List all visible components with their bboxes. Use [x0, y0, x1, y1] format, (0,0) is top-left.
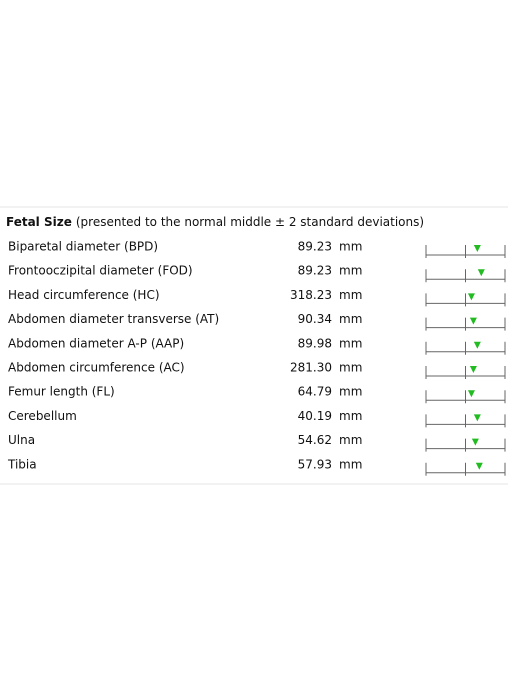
row-value: 89.23 — [298, 240, 332, 254]
row-name: Abdomen diameter transverse (AT) — [8, 312, 219, 326]
row-value: 89.23 — [298, 264, 332, 278]
title: Fetal Size — [6, 215, 72, 229]
row-value: 57.93 — [298, 457, 332, 471]
row-name: Abdomen circumference (AC) — [8, 361, 185, 375]
title-line: Fetal Size (presented to the normal middl… — [6, 215, 424, 229]
row-name: Abdomen diameter A-P (AAP) — [8, 336, 184, 350]
gauge-marker — [473, 414, 481, 422]
row-name: Cerebellum — [8, 409, 77, 423]
row-value: 64.79 — [298, 385, 332, 399]
row-value: 54.62 — [298, 433, 332, 447]
row-unit: mm — [339, 409, 362, 423]
row-name: Tibia — [7, 457, 37, 471]
row-value: 281.30 — [290, 361, 332, 375]
gauge-marker — [467, 390, 475, 398]
gauge-marker — [473, 341, 481, 349]
gauge-marker — [469, 366, 477, 373]
subtitle: (presented to the normal middle ± 2 stan… — [76, 215, 424, 229]
row-unit: mm — [339, 336, 362, 350]
row-unit: mm — [339, 457, 362, 471]
gauge-marker — [475, 462, 483, 470]
row-name: Femur length (FL) — [8, 385, 115, 399]
row-unit: mm — [339, 240, 362, 254]
gauge-marker — [469, 317, 477, 325]
row-unit: mm — [339, 288, 362, 302]
gauge-marker — [467, 293, 475, 301]
row-name: Ulna — [8, 433, 35, 447]
row-value: 40.19 — [298, 409, 332, 423]
row-name: Biparetal diameter (BPD) — [8, 240, 158, 254]
row-unit: mm — [339, 312, 362, 326]
row-value: 90.34 — [298, 312, 332, 326]
gauge-marker — [477, 269, 485, 277]
row-unit: mm — [339, 361, 362, 375]
row-unit: mm — [339, 385, 362, 399]
row-value: 318.23 — [290, 288, 332, 302]
row-name: Head circumference (HC) — [8, 288, 160, 302]
gauge-marker — [471, 438, 479, 446]
row-name: Frontooczipital diameter (FOD) — [8, 264, 193, 278]
gauge-marker — [473, 245, 481, 252]
row-unit: mm — [339, 433, 362, 447]
row-unit: mm — [339, 264, 362, 278]
row-value: 89.98 — [298, 336, 332, 350]
